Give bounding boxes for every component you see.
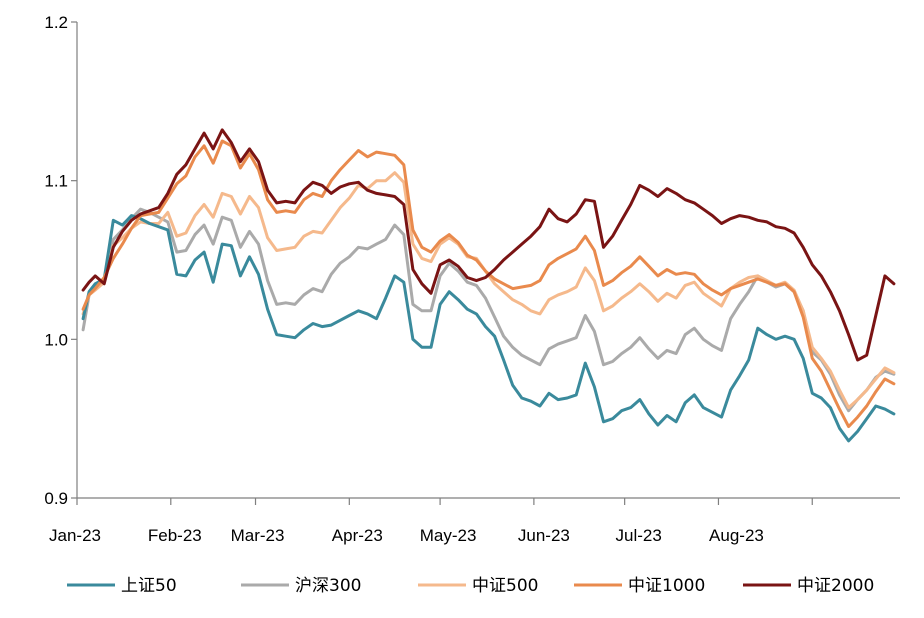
- x-tick-label: Jul-23: [616, 526, 662, 545]
- legend-label-3: 中证1000: [628, 576, 705, 596]
- y-tick-label: 1.0: [44, 330, 68, 349]
- series-line-0: [81, 214, 896, 443]
- series-line-4: [81, 128, 896, 362]
- y-tick-label: 1.1: [44, 172, 68, 191]
- series-line-2: [81, 171, 896, 410]
- y-axis-ticks: 0.9 1.0 1.1 1.2: [44, 13, 77, 508]
- x-tick-label: Aug-23: [709, 526, 764, 545]
- y-tick-label: 0.9: [44, 489, 68, 508]
- x-tick-label: Feb-23: [148, 526, 202, 545]
- legend-label-2: 中证500: [472, 576, 538, 596]
- x-axis-ticks: Jan-23 Feb-23 Mar-23 Apr-23 May-23 Jun-23 Jul-…: [49, 498, 813, 545]
- series-line-3: [81, 139, 896, 429]
- legend-label-0: 上证50: [121, 576, 177, 596]
- x-tick-label: May-23: [420, 526, 477, 545]
- series-lines: [81, 128, 896, 443]
- series-line-1: [81, 207, 896, 413]
- legend: 上证50 沪深300 中证500 中证1000 中证2000: [67, 576, 874, 596]
- y-tick-label: 1.2: [44, 13, 68, 32]
- x-tick-label: Mar-23: [231, 526, 285, 545]
- x-tick-label: Jun-23: [518, 526, 570, 545]
- legend-label-4: 中证2000: [797, 576, 874, 596]
- x-tick-label: Apr-23: [332, 526, 383, 545]
- legend-label-1: 沪深300: [295, 576, 361, 596]
- x-tick-label: Jan-23: [49, 526, 101, 545]
